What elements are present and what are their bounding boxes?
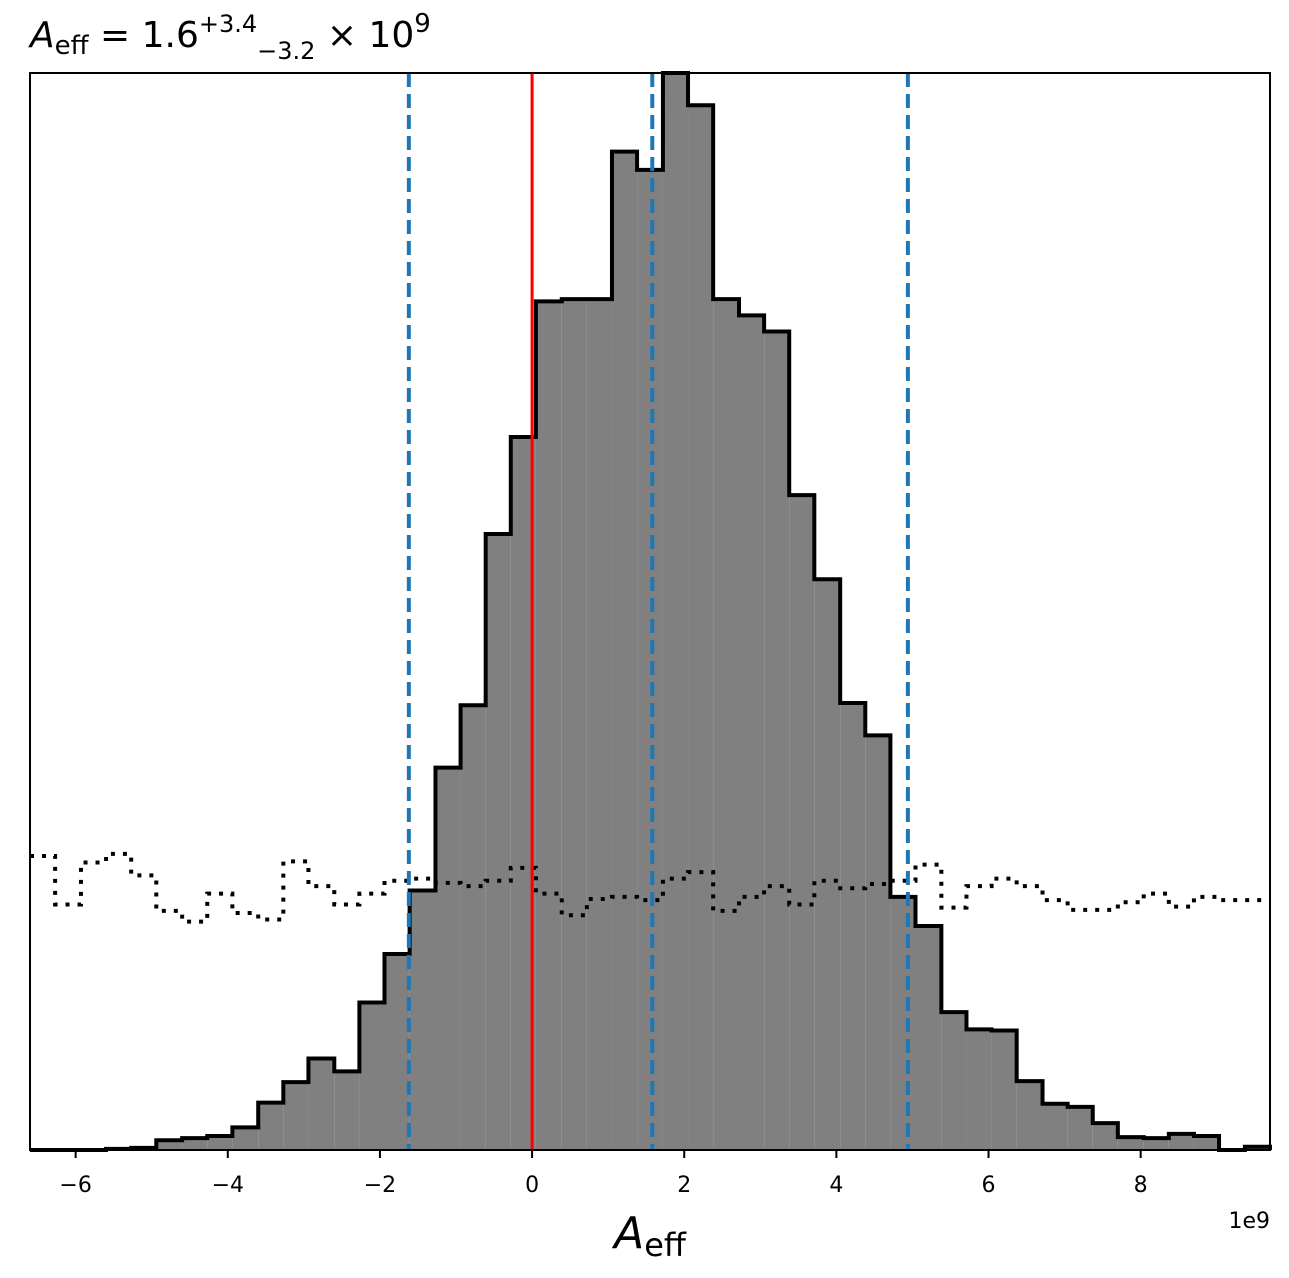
posterior-bar [713, 299, 740, 1150]
posterior-bar [485, 533, 511, 1150]
posterior-bar [586, 299, 612, 1150]
title-symbol: A [28, 15, 55, 56]
x-tick-label: 8 [1134, 1173, 1148, 1198]
posterior-bar [409, 890, 436, 1150]
posterior-bar [1143, 1138, 1169, 1150]
x-tick-label: 2 [677, 1173, 691, 1198]
posterior-bar [1117, 1137, 1144, 1150]
posterior-bar [561, 299, 587, 1150]
title-equals: = 1.6 [89, 15, 199, 56]
posterior-bar [611, 151, 638, 1151]
x-axis-ticks: −6 −4 −2 0 2 4 6 8 [59, 1150, 1148, 1198]
x-tick-label: 4 [829, 1173, 843, 1198]
x-tick-label: −2 [364, 1173, 396, 1198]
posterior-bar [814, 579, 841, 1150]
posterior-bar [1067, 1106, 1093, 1150]
posterior-bar [283, 1082, 309, 1150]
posterior-bar [966, 1029, 992, 1150]
posterior-bar [435, 767, 461, 1150]
posterior-bar [1168, 1133, 1194, 1150]
title-sub: −3.2 [257, 37, 315, 65]
title-exp: 9 [414, 9, 431, 39]
posterior-bar [890, 896, 916, 1150]
xlabel-symbol: A [611, 1208, 644, 1259]
title-times: × 10 [315, 15, 414, 56]
posterior-bar [334, 1071, 360, 1150]
posterior-bar [739, 315, 765, 1150]
x-axis-offset: 1e9 [1228, 1209, 1270, 1234]
posterior-bar [915, 925, 942, 1150]
chart-title: Aeff = 1.6+3.4−3.2 × 109 [28, 9, 431, 65]
x-tick-label: 6 [982, 1173, 996, 1198]
posterior-bar [789, 495, 815, 1151]
posterior-bar [764, 331, 790, 1151]
posterior-bar [991, 1030, 1017, 1150]
posterior-bar [865, 735, 891, 1150]
x-tick-label: −4 [212, 1173, 244, 1198]
x-axis-label: Aeff [611, 1208, 687, 1264]
posterior-bar [941, 1012, 967, 1150]
xlabel-subscript: eff [644, 1226, 687, 1264]
posterior-bar [460, 705, 486, 1150]
posterior-bar [688, 105, 714, 1150]
posterior-bar [1092, 1123, 1118, 1150]
posterior-bar [840, 703, 866, 1150]
posterior-bar [232, 1127, 259, 1150]
posterior-bar [207, 1135, 233, 1150]
posterior-bar [1042, 1103, 1068, 1150]
posterior-bar [637, 169, 663, 1150]
title-subscript: eff [55, 31, 90, 61]
posterior-bar [384, 953, 410, 1150]
vertical-lines [406, 73, 910, 1150]
posterior-bar [535, 301, 562, 1151]
posterior-bar [662, 73, 689, 1150]
posterior-bar [1016, 1081, 1043, 1150]
x-tick-label: 0 [525, 1173, 539, 1198]
posterior-bar [1193, 1135, 1220, 1150]
posterior-bar [308, 1058, 335, 1150]
title-sup: +3.4 [199, 10, 257, 38]
x-tick-label: −6 [59, 1173, 91, 1198]
posterior-bar [182, 1138, 208, 1150]
posterior-bar [258, 1102, 284, 1150]
axes-frame [29, 72, 1271, 1151]
posterior-bar [156, 1140, 183, 1150]
posterior-histogram [30, 71, 1272, 1152]
posterior-bar [359, 1002, 385, 1150]
